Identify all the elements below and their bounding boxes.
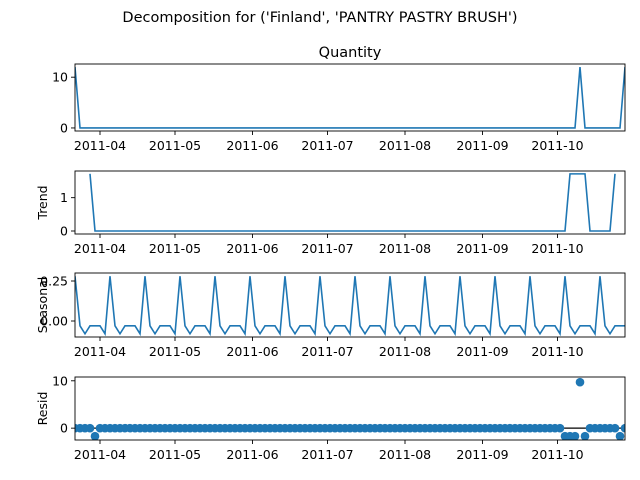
x-tick-label: 2011-07	[301, 447, 353, 462]
x-tick-label: 2011-04	[74, 138, 126, 153]
x-tick-label: 2011-07	[301, 138, 353, 153]
x-tick-label: 2011-10	[531, 138, 583, 153]
x-tick-label: 2011-08	[379, 138, 431, 153]
x-tick-label: 2011-04	[74, 447, 126, 462]
x-tick-label: 2011-04	[74, 241, 126, 256]
x-tick-label: 2011-09	[456, 447, 508, 462]
y-tick-label: 0	[60, 224, 68, 239]
series-trend	[89, 173, 616, 232]
y-tick-label: 10	[52, 70, 68, 85]
y-tick-label: 0.25	[40, 274, 68, 289]
series-seasonal	[75, 276, 625, 337]
x-tick-label: 2011-06	[226, 241, 278, 256]
observed-line	[75, 66, 625, 129]
x-tick-label: 2011-09	[456, 344, 508, 359]
y-tick-label: 0.00	[40, 314, 68, 329]
x-tick-label: 2011-07	[301, 241, 353, 256]
y-axis-label: Resid	[35, 392, 50, 426]
resid-point	[575, 377, 585, 387]
x-tick-label: 2011-05	[149, 447, 201, 462]
subplot-title: Quantity	[319, 45, 382, 61]
figure-title: Decomposition for ('Finland', 'PANTRY PA…	[122, 10, 517, 26]
x-tick-label: 2011-10	[531, 241, 583, 256]
y-tick-label: 0	[60, 120, 68, 135]
x-tick-label: 2011-06	[226, 344, 278, 359]
x-tick-label: 2011-09	[456, 241, 508, 256]
x-tick-label: 2011-05	[149, 138, 201, 153]
resid-point	[90, 431, 100, 440]
resid-point	[570, 431, 580, 440]
panel-resid: Resid 0 10 2011-04 2011-05 2011-06 2011-07 2011…	[35, 373, 626, 462]
x-tick-label: 2011-07	[301, 344, 353, 359]
resid-point	[555, 423, 565, 433]
x-tick-label: 2011-04	[74, 344, 126, 359]
x-tick-label: 2011-06	[226, 447, 278, 462]
resid-point	[580, 431, 590, 440]
trend-line	[89, 173, 616, 232]
x-tick-label: 2011-08	[379, 344, 431, 359]
resid-point	[610, 423, 620, 433]
axes-frame	[74, 170, 626, 235]
resid-point	[620, 423, 625, 433]
x-tick-label: 2011-08	[379, 447, 431, 462]
series-observed	[75, 66, 625, 129]
x-tick-label: 2011-08	[379, 241, 431, 256]
x-tick-label: 2011-05	[149, 344, 201, 359]
y-tick-label: 1	[60, 190, 68, 205]
y-tick-label: 10	[52, 373, 68, 388]
series-resid	[75, 377, 625, 440]
seasonal-line	[75, 276, 625, 337]
x-tick-label: 2011-09	[456, 138, 508, 153]
resid-point	[615, 431, 625, 440]
axes-frame	[74, 272, 626, 338]
x-tick-label: 2011-05	[149, 241, 201, 256]
y-axis-label: Trend	[35, 185, 50, 220]
resid-point	[85, 423, 95, 433]
y-tick-label: 0	[60, 421, 68, 436]
axes-frame	[74, 63, 626, 132]
panel-trend: Trend 0 1 2011-04 2011-05 2011-06 2011-07 2011-…	[35, 170, 626, 256]
axes-frame	[74, 376, 626, 441]
y-axis-label: Seasonal	[35, 277, 50, 334]
x-tick-label: 2011-10	[531, 447, 583, 462]
x-tick-label: 2011-10	[531, 344, 583, 359]
x-tick-label: 2011-06	[226, 138, 278, 153]
panel-observed: Quantity 0 10 2011-04 2011-05 2011-06 2011-07 2…	[52, 45, 626, 153]
